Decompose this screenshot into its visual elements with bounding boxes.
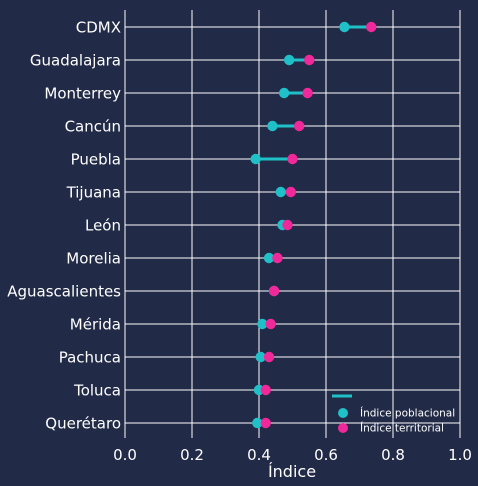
point-poblacional <box>275 186 286 198</box>
point-territorial <box>260 384 271 396</box>
point-territorial <box>282 219 293 231</box>
point-territorial <box>287 153 298 165</box>
point-poblacional <box>257 318 268 330</box>
y-tick-labels: CDMX Guadalajara Monterrey Cancún Puebla Tiju… <box>7 19 121 433</box>
point-poblacional <box>255 351 266 363</box>
point-territorial <box>285 186 297 198</box>
vertical-gridlines <box>124 10 461 438</box>
y-tick-label: Monterrey <box>44 85 121 103</box>
point-poblacional <box>339 21 350 33</box>
point-poblacional <box>263 252 275 264</box>
y-tick-label: Pachuca <box>59 349 121 367</box>
point-poblacional <box>283 54 295 66</box>
y-tick-label: Tijuana <box>66 184 121 202</box>
legend-label-territorial: Índice territorial <box>360 422 444 435</box>
y-tick-label: Querétaro <box>45 415 121 433</box>
y-tick-label: León <box>85 217 121 235</box>
point-poblacional <box>252 417 263 429</box>
x-tick-label: 0.4 <box>247 446 271 464</box>
point-territorial <box>302 87 313 99</box>
x-axis-title: Índice <box>268 462 316 481</box>
point-poblacional <box>278 87 290 99</box>
x-tick-label: 0.2 <box>180 446 204 464</box>
y-tick-label: Puebla <box>71 151 121 169</box>
legend: Índice poblacional Índice territorial <box>332 394 455 435</box>
point-territorial <box>272 252 283 264</box>
point-territorial <box>263 351 275 363</box>
y-tick-label: Guadalajara <box>30 52 121 70</box>
y-tick-label: Cancún <box>65 118 121 136</box>
x-tick-label: 0.8 <box>381 446 405 464</box>
x-tick-label: 0.0 <box>113 446 137 464</box>
legend-label-poblacional: Índice poblacional <box>360 407 455 420</box>
y-tick-label: CDMX <box>76 19 121 37</box>
point-territorial <box>260 417 271 429</box>
x-tick-label: 1.0 <box>448 446 472 464</box>
y-tick-label: Toluca <box>73 382 121 400</box>
point-territorial <box>268 285 280 297</box>
point-poblacional <box>250 153 261 165</box>
x-tick-label: 0.6 <box>314 446 338 464</box>
point-territorial <box>304 54 315 66</box>
point-territorial <box>366 21 377 33</box>
legend-marker-territorial <box>338 423 348 433</box>
x-tick-labels: 0.0 0.2 0.4 0.6 0.8 1.0 <box>113 446 472 464</box>
point-territorial <box>265 318 276 330</box>
data-points <box>250 21 377 429</box>
legend-marker-poblacional <box>338 408 348 418</box>
y-tick-label: Mérida <box>70 316 121 334</box>
y-tick-label: Morelia <box>66 250 121 268</box>
point-poblacional <box>267 120 278 132</box>
y-tick-label: Aguascalientes <box>7 283 121 301</box>
point-territorial <box>294 120 305 132</box>
